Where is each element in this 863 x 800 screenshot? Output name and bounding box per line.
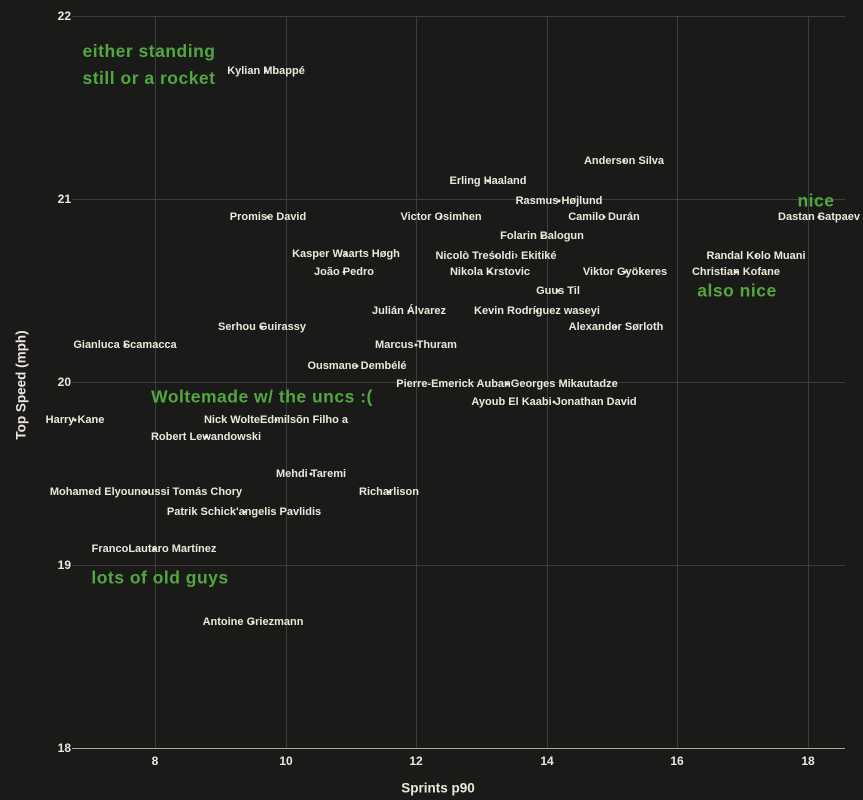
player-label: FrancoLautaro Martínez <box>91 543 217 555</box>
scatter-point-marker <box>557 199 561 203</box>
player-label: Victor Osimhen <box>400 211 482 223</box>
scatter-point-marker <box>144 490 148 494</box>
scatter-point-marker <box>123 343 127 347</box>
scatter-point-marker <box>540 234 544 238</box>
player-label: Kasper Waarts Høgh <box>292 248 400 260</box>
scatter-point-marker <box>556 289 560 293</box>
annotation-note: lots of old guys <box>91 567 229 588</box>
scatter-point-marker <box>387 490 391 494</box>
scatter-point-marker <box>251 620 255 624</box>
gridline-horizontal <box>72 382 845 383</box>
scatter-point-marker <box>152 547 156 551</box>
player-label: Kevin Rodríguez waseyi <box>474 305 600 317</box>
player-label: Alexander Sørloth <box>568 321 664 333</box>
scatter-point-marker <box>505 382 509 386</box>
scatter-point-marker <box>623 270 627 274</box>
scatter-point-marker <box>817 215 821 219</box>
player-label: Dastan Satpaev <box>778 211 860 223</box>
player-label: Antoine Griezmann <box>202 616 304 628</box>
x-tick-label: 8 <box>151 754 159 768</box>
scatter-point-marker <box>439 215 443 219</box>
x-tick-label: 14 <box>540 754 554 768</box>
y-tick-label: 20 <box>57 375 71 389</box>
player-label: Robert Lewandowski <box>150 431 262 443</box>
gridline-horizontal <box>72 16 845 17</box>
scatter-point-marker <box>734 270 738 274</box>
scatter-point-marker <box>264 69 268 73</box>
scatter-point-marker <box>355 364 359 368</box>
gridline-horizontal <box>72 565 845 566</box>
y-tick-label: 19 <box>57 558 71 572</box>
player-label: Harry Kane <box>45 414 105 426</box>
x-tick-label: 10 <box>279 754 293 768</box>
player-label: Anderson Silva <box>583 155 665 167</box>
scatter-point-marker <box>204 435 208 439</box>
scatter-point-marker <box>552 400 556 404</box>
scatter-point-marker <box>342 270 346 274</box>
player-label: Marcus Thuram <box>375 339 457 351</box>
scatter-point-marker <box>602 215 606 219</box>
y-tick-label: 22 <box>57 9 71 23</box>
scatter-point-marker <box>535 309 539 313</box>
player-label: Ousmane Dembélé <box>307 360 407 372</box>
scatter-point-marker <box>309 472 313 476</box>
annotation-note: Woltemade w/ the uncs :( <box>151 386 373 407</box>
scatter-point-marker <box>274 418 278 422</box>
scatter-point-marker <box>622 159 626 163</box>
player-label: Mehdi Taremi <box>275 468 347 480</box>
scatter-point-marker <box>494 254 498 258</box>
player-label: Promise David <box>229 211 307 223</box>
annotation-note: either standing still or a rocket <box>82 41 216 88</box>
x-tick-label: 18 <box>801 754 815 768</box>
player-label: Christian Kofane <box>691 266 781 278</box>
player-label: João Pedro <box>314 266 374 278</box>
scatter-point-marker <box>266 215 270 219</box>
player-label: Rasmus Højlund <box>515 195 603 207</box>
player-label: Viktor Gyökeres <box>582 266 668 278</box>
player-label: Serhou Guirassy <box>217 321 307 333</box>
y-axis-title: Top Speed (mph) <box>13 330 29 440</box>
scatter-point-marker <box>488 270 492 274</box>
player-label: Ayoub El Kaabi Jonathan David <box>471 396 637 408</box>
scatter-point-marker <box>242 510 246 514</box>
x-axis-line <box>72 748 845 749</box>
scatter-point-marker <box>614 325 618 329</box>
player-label: Nick WolteEdmilsõn Filho a <box>203 414 349 426</box>
scatter-point-marker <box>260 325 264 329</box>
player-label: Kylian Mbappé <box>227 65 305 77</box>
gridline-horizontal <box>72 199 845 200</box>
player-label: Richarlison <box>359 486 419 498</box>
player-label: Pierre-Emerick AubanGeorges Mikautadze <box>396 378 618 390</box>
player-label: Nikola Krstovic <box>449 266 531 278</box>
y-tick-label: 21 <box>57 192 71 206</box>
y-tick-label: 18 <box>57 741 71 755</box>
player-label: Folarin Balogun <box>500 230 584 242</box>
scatter-point-marker <box>407 309 411 313</box>
player-label: Guus Til <box>536 285 580 297</box>
x-tick-label: 16 <box>670 754 684 768</box>
player-label: Camilo Durán <box>568 211 640 223</box>
player-label: Mohamed Elyounoussi Tomás Chory <box>49 486 243 498</box>
player-label: Nicolò Treśoldi› Ekitiké <box>435 250 557 262</box>
x-axis-title: Sprints p90 <box>401 780 475 796</box>
scatter-point-marker <box>73 418 77 422</box>
annotation-note: nice <box>797 190 835 211</box>
scatter-point-marker <box>754 254 758 258</box>
x-tick-label: 12 <box>409 754 423 768</box>
scatter-point-marker <box>344 252 348 256</box>
player-label: Randal Kolo Muani <box>706 250 806 262</box>
player-label: Patrik Schick'angelis Pavlidis <box>166 506 322 518</box>
annotation-note: also nice <box>697 280 777 301</box>
player-label: Gianluca Scamacca <box>73 339 177 351</box>
player-label: Erling Haaland <box>449 175 527 187</box>
player-label: Julián Álvarez <box>372 305 446 317</box>
scatter-point-marker <box>414 343 418 347</box>
scatter-point-marker <box>486 179 490 183</box>
